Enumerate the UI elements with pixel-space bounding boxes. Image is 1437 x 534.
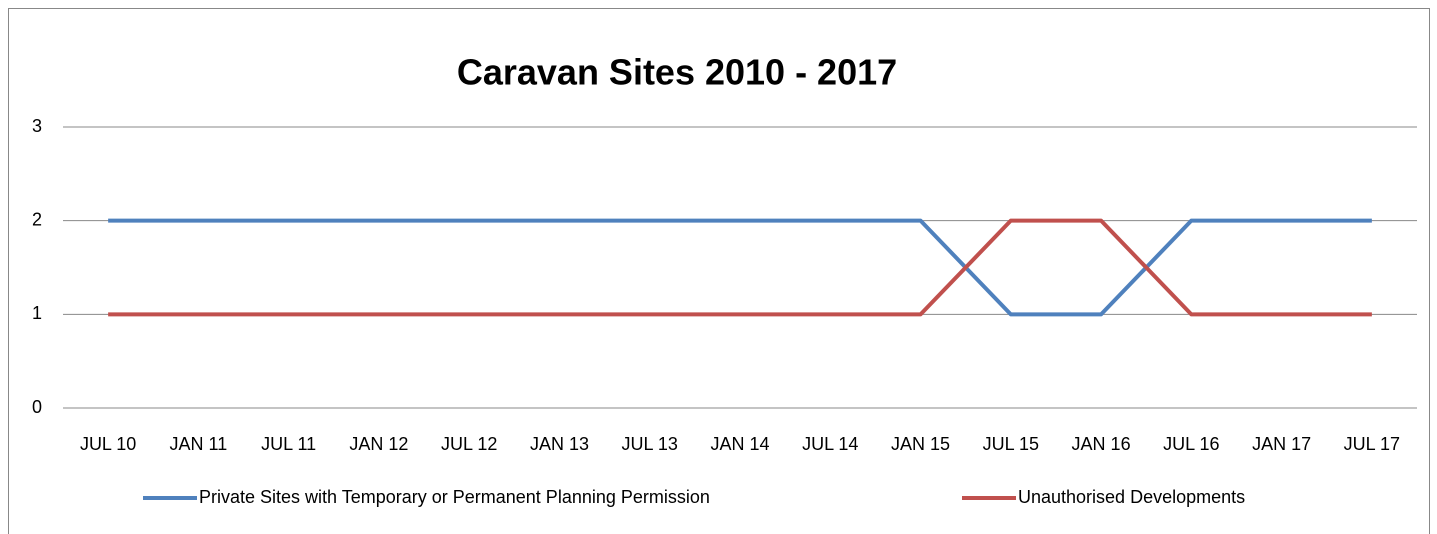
x-tick-label: JAN 12 <box>349 434 408 454</box>
x-tick-label: JUL 13 <box>622 434 678 454</box>
x-tick-label: JAN 16 <box>1072 434 1131 454</box>
chart-border <box>8 8 1430 534</box>
legend-label: Private Sites with Temporary or Permanen… <box>199 487 710 507</box>
y-tick-label: 3 <box>32 116 42 136</box>
x-tick-label: JUL 12 <box>441 434 497 454</box>
series-line <box>108 218 1372 317</box>
x-tick-label: JUL 14 <box>802 434 858 454</box>
x-tick-label: JUL 11 <box>261 434 316 454</box>
series-line <box>108 218 1372 317</box>
x-tick-label: JUL 17 <box>1344 434 1400 454</box>
x-tick-label: JAN 13 <box>530 434 589 454</box>
y-tick-label: 0 <box>32 397 42 417</box>
x-tick-label: JAN 11 <box>170 434 228 454</box>
x-tick-label: JUL 15 <box>983 434 1039 454</box>
x-tick-label: JUL 10 <box>80 434 136 454</box>
chart-title: Caravan Sites 2010 - 2017 <box>457 52 897 93</box>
y-tick-label: 2 <box>32 209 42 229</box>
legend-label: Unauthorised Developments <box>1018 487 1245 507</box>
x-tick-label: JUL 16 <box>1163 434 1219 454</box>
y-tick-label: 1 <box>32 303 42 323</box>
x-tick-label: JAN 17 <box>1252 434 1311 454</box>
x-tick-label: JAN 15 <box>891 434 950 454</box>
x-tick-label: JAN 14 <box>710 434 769 454</box>
